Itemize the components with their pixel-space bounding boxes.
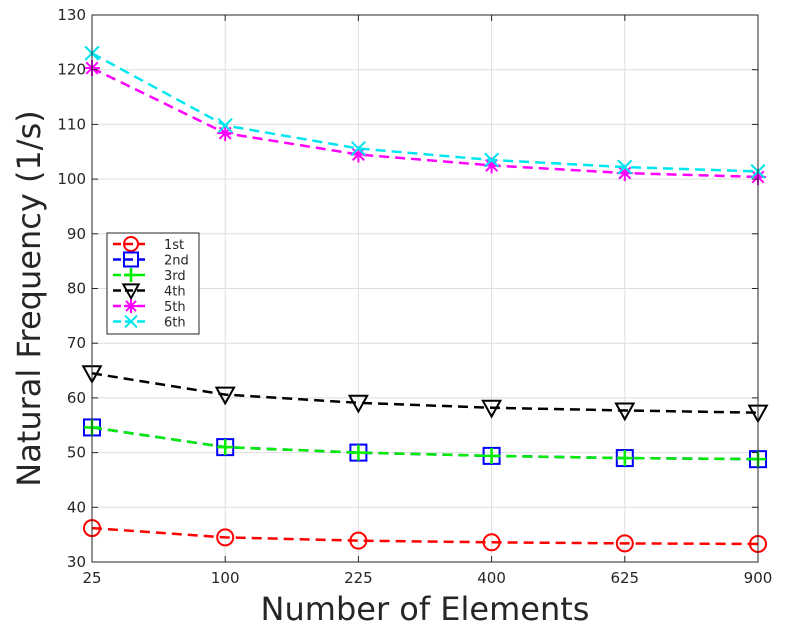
- series-2nd: [83, 418, 767, 469]
- data-point-marker: [350, 140, 366, 156]
- y-tick-label: 110: [57, 115, 86, 133]
- legend-label: 1st: [164, 238, 184, 253]
- data-point-marker: [217, 117, 233, 134]
- y-tick-label: 50: [67, 444, 86, 462]
- y-tick-label: 100: [57, 170, 86, 188]
- y-tick-label: 130: [57, 6, 86, 24]
- series-1st: [83, 519, 767, 553]
- legend-item: 4th: [113, 283, 186, 301]
- y-tick-label: 90: [67, 225, 86, 243]
- data-point-marker: [124, 268, 138, 282]
- x-tick-label: 25: [82, 569, 101, 587]
- data-point-marker: [123, 236, 139, 252]
- data-point-marker: [481, 399, 503, 419]
- series-4th: [81, 365, 769, 424]
- data-point-marker: [121, 283, 141, 301]
- data-point-marker: [216, 528, 235, 547]
- legend-item: 1st: [113, 236, 184, 253]
- x-tick-label: 225: [344, 569, 373, 587]
- legend-item: 3rd: [113, 268, 186, 284]
- y-tick-label: 30: [67, 553, 86, 571]
- series-6th: [84, 45, 766, 179]
- legend-label: 4th: [164, 285, 186, 300]
- legend-item: 5th: [113, 299, 186, 315]
- data-point-marker: [123, 251, 139, 268]
- data-point-marker: [124, 299, 138, 313]
- data-point-marker: [484, 152, 500, 168]
- legend-label: 5th: [164, 300, 186, 315]
- data-point-marker: [616, 450, 633, 467]
- data-point-marker: [214, 386, 236, 406]
- x-axis-title: Number of Elements: [261, 590, 590, 628]
- legend-item: 2nd: [113, 251, 189, 269]
- series-3rd: [84, 419, 766, 468]
- series-5th: [84, 60, 766, 185]
- series-line: [91, 66, 759, 179]
- y-tick-label: 70: [67, 334, 86, 352]
- tick-labels: 25 100 225 400 625 900 30 40 50 60 70 80 90 100 110 120…: [57, 6, 772, 587]
- data-point-marker: [483, 447, 500, 464]
- series-line: [91, 372, 759, 414]
- data-point-marker: [217, 439, 234, 456]
- data-point-marker: [350, 444, 367, 461]
- x-tick-label: 900: [744, 569, 773, 587]
- y-tick-label: 120: [57, 61, 86, 79]
- series-line: [91, 426, 759, 461]
- y-tick-label: 40: [67, 498, 86, 516]
- data-point-marker: [124, 314, 138, 329]
- data-point-marker: [614, 402, 636, 422]
- legend-label: 2nd: [164, 254, 189, 269]
- data-point-marker: [615, 534, 634, 553]
- x-tick-label: 100: [211, 569, 240, 587]
- y-tick-label: 60: [67, 389, 86, 407]
- data-point-marker: [349, 531, 368, 550]
- x-tick-label: 400: [477, 569, 506, 587]
- x-tick-label: 625: [610, 569, 639, 587]
- y-axis-title: Natural Frequency (1/s): [10, 110, 48, 486]
- data-point-marker: [482, 533, 501, 552]
- legend-label: 6th: [164, 316, 186, 331]
- series-line: [91, 526, 759, 546]
- y-tick-label: 80: [67, 280, 86, 298]
- legend-item: 6th: [113, 314, 186, 331]
- data-point-marker: [347, 394, 369, 414]
- data-point-marker: [217, 125, 234, 142]
- data-point-marker: [617, 159, 633, 175]
- series-line: [91, 52, 759, 173]
- legend-label: 3rd: [164, 269, 186, 284]
